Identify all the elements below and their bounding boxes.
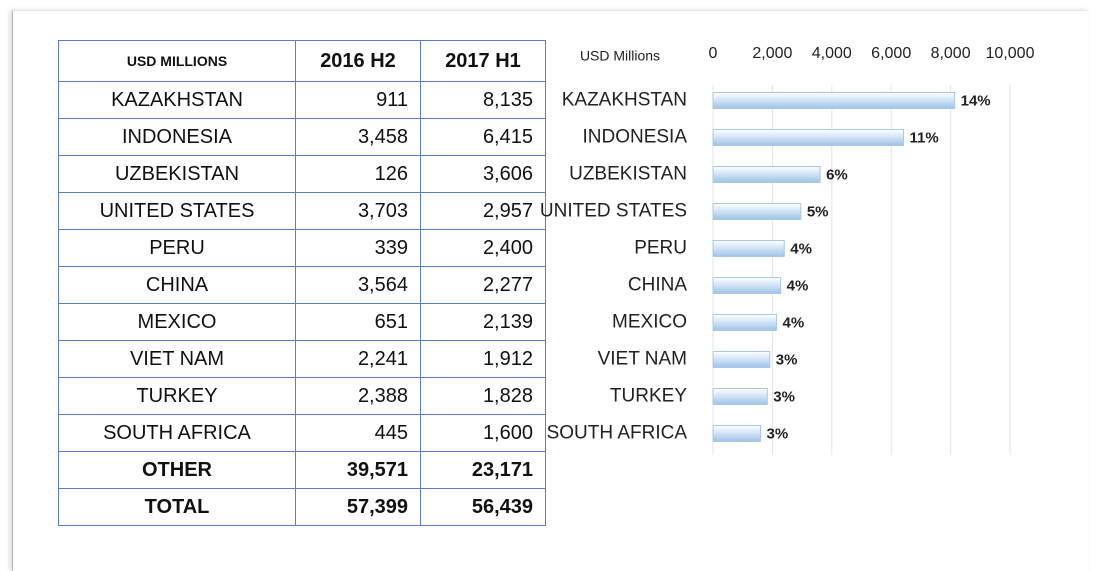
- y-tick-label: UNITED STATES: [540, 201, 687, 222]
- y-tick-label: MEXICO: [612, 312, 687, 333]
- table-cell: 2,400: [420, 229, 546, 267]
- x-tick-label: 4,000: [812, 45, 852, 62]
- table-row: MEXICO 651 2,139: [58, 303, 546, 341]
- table-cell: 3,458: [295, 118, 421, 156]
- x-tick-label: 0: [709, 45, 718, 62]
- y-tick-label: INDONESIA: [582, 127, 687, 148]
- table-row: INDONESIA 3,458 6,415: [58, 118, 546, 156]
- table-cell: 57,399: [295, 488, 421, 526]
- table-cell: 3,564: [295, 266, 421, 304]
- table-cell: PERU: [58, 229, 296, 267]
- x-tick-label: 2,000: [752, 45, 792, 62]
- table-cell: KAZAKHSTAN: [58, 81, 296, 119]
- table-cell: 1,912: [420, 340, 546, 378]
- x-tick-label: 6,000: [871, 45, 911, 62]
- y-tick-label: KAZAKHSTAN: [562, 90, 687, 111]
- table-cell: 8,135: [420, 81, 546, 119]
- bar: [712, 240, 785, 257]
- data-label: 5%: [807, 203, 829, 220]
- table-row: VIET NAM 2,241 1,912: [58, 340, 546, 378]
- table-cell: VIET NAM: [58, 340, 296, 378]
- y-tick-label: UZBEKISTAN: [569, 164, 687, 185]
- y-tick-label: CHINA: [628, 275, 687, 296]
- table-row: TURKEY 2,388 1,828: [58, 377, 546, 415]
- slide-frame: [12, 10, 1088, 571]
- table-cell: 126: [295, 155, 421, 193]
- data-label: 3%: [776, 351, 798, 368]
- table-row: TOTAL 57,399 56,439: [58, 488, 546, 526]
- data-label: 4%: [787, 277, 809, 294]
- table-cell: 3,703: [295, 192, 421, 230]
- table-cell: USD MILLIONS: [58, 40, 296, 82]
- table-cell: 2,277: [420, 266, 546, 304]
- table-cell: UZBEKISTAN: [58, 155, 296, 193]
- data-label: 3%: [773, 388, 795, 405]
- axis-label: USD Millions: [580, 48, 660, 64]
- table-row: UNITED STATES 3,703 2,957: [58, 192, 546, 230]
- table-cell: 651: [295, 303, 421, 341]
- table-cell: INDONESIA: [58, 118, 296, 156]
- table-cell: 56,439: [420, 488, 546, 526]
- table-cell: MEXICO: [58, 303, 296, 341]
- bar: [712, 388, 768, 405]
- y-tick-label: TURKEY: [610, 386, 687, 407]
- data-label: 4%: [783, 314, 805, 331]
- table-row: UZBEKISTAN 126 3,606: [58, 155, 546, 193]
- bar: [712, 277, 782, 294]
- data-label: 6%: [826, 166, 848, 183]
- data-label: 11%: [910, 129, 939, 146]
- bar: [712, 203, 802, 220]
- table-row: PERU 339 2,400: [58, 229, 546, 267]
- table-cell: 2,241: [295, 340, 421, 378]
- table-cell: 2,139: [420, 303, 546, 341]
- table-cell: 1,600: [420, 414, 546, 452]
- table-cell: 2016 H2: [295, 40, 421, 82]
- bar: [712, 425, 762, 442]
- y-tick-label: PERU: [634, 238, 687, 259]
- table-cell: SOUTH AFRICA: [58, 414, 296, 452]
- table-cell: 3,606: [420, 155, 546, 193]
- table-row: CHINA 3,564 2,277: [58, 266, 546, 304]
- x-tick-label: 8,000: [931, 45, 971, 62]
- data-label: 3%: [767, 425, 789, 442]
- table-cell: TOTAL: [58, 488, 296, 526]
- x-tick-label: 10,000: [986, 45, 1035, 62]
- bar: [712, 166, 821, 183]
- bar: [712, 351, 771, 368]
- data-label: 14%: [961, 92, 991, 109]
- table-cell: 911: [295, 81, 421, 119]
- data-table: USD MILLIONS 2016 H2 2017 H1 KAZAKHSTAN 911 8…: [58, 40, 546, 526]
- table-cell: TURKEY: [58, 377, 296, 415]
- bar: [712, 92, 956, 109]
- table-cell: UNITED STATES: [58, 192, 296, 230]
- bar: [712, 129, 905, 146]
- table-row: SOUTH AFRICA 445 1,600: [58, 414, 546, 452]
- y-tick-label: SOUTH AFRICA: [547, 423, 688, 444]
- table-cell: 23,171: [420, 451, 546, 489]
- y-tick-label: VIET NAM: [598, 349, 687, 370]
- bar: [712, 314, 778, 331]
- table-row: KAZAKHSTAN 911 8,135: [58, 81, 546, 119]
- table-cell: 2,957: [420, 192, 546, 230]
- data-label: 4%: [790, 240, 812, 257]
